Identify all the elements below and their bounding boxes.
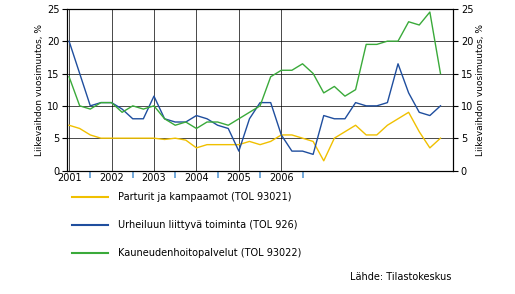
Y-axis label: Liikevaihdon vuosimuutos, %: Liikevaihdon vuosimuutos, % (35, 24, 44, 156)
Text: Parturit ja kampaamot (TOL 93021): Parturit ja kampaamot (TOL 93021) (118, 192, 292, 202)
Text: Lähde: Tilastokeskus: Lähde: Tilastokeskus (350, 272, 452, 282)
Text: Urheiluun liittyvä toiminta (TOL 926): Urheiluun liittyvä toiminta (TOL 926) (118, 220, 298, 230)
Y-axis label: Liikevaihdon vuosimuutos, %: Liikevaihdon vuosimuutos, % (476, 24, 485, 156)
Text: Kauneudenhoitopalvelut (TOL 93022): Kauneudenhoitopalvelut (TOL 93022) (118, 248, 302, 258)
